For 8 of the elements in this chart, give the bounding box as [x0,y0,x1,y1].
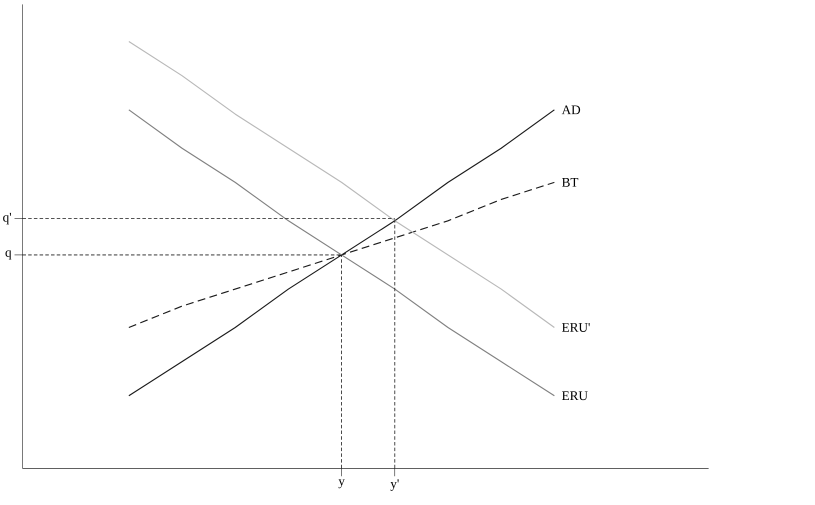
x-tick-label: y [338,479,345,488]
series-label: AD [562,105,580,114]
series-label: ERU [562,391,588,400]
x-tick-label: y' [390,479,399,491]
series-label: ERU' [562,322,590,332]
series-label: BT [562,178,578,187]
ref-line-label: q [6,250,12,260]
ref-line-label: q' [3,212,12,224]
